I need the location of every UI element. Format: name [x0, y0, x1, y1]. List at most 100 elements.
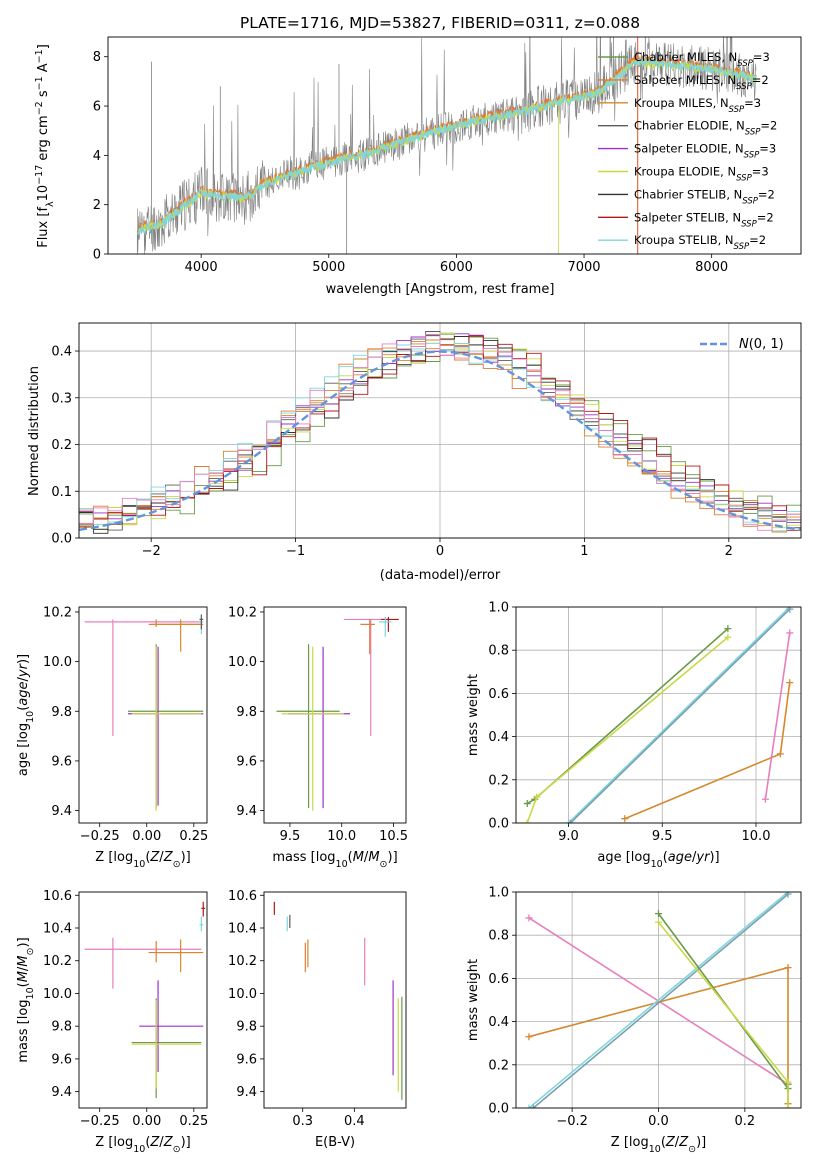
frame: −0.2 0.0 0.2 0.0 0.2 0.4 0.6 0.8 1.0	[488, 886, 802, 1129]
label-part: λ	[45, 201, 56, 207]
y-tick-label: 0.8	[488, 644, 509, 659]
point-marker	[784, 892, 792, 898]
legend-label-part: SSP	[736, 174, 752, 184]
legend-label: Chabrier STELIB, NSSP=2	[634, 187, 775, 206]
point-marker	[525, 1033, 533, 1041]
label-part: 10	[649, 1144, 661, 1155]
label-part: (	[661, 1135, 666, 1150]
legend-label: N(0, 1)	[739, 337, 784, 352]
y-tick-label: 2	[93, 198, 101, 213]
legend-label-part: =2	[758, 187, 775, 201]
x-tick-label: 10.0	[327, 829, 356, 844]
plot-body	[525, 892, 792, 1108]
y-axis-label: mass weight	[466, 959, 481, 1041]
label-part: (	[663, 850, 668, 865]
x-axis-label: age [log10(age/yr)]	[597, 850, 719, 870]
label-part: /	[16, 966, 31, 971]
series-line	[567, 607, 791, 823]
x-axis-label: (data-model)/error	[380, 568, 501, 583]
legend-label-part: N	[739, 337, 749, 352]
x-tick-label: −2	[142, 544, 161, 559]
error-cross	[139, 980, 204, 1072]
x-tick-label: 9.5	[280, 829, 301, 844]
y-tick-label: 0.0	[488, 817, 509, 832]
error-cross	[201, 901, 206, 917]
series-kroupa-elodie	[523, 633, 732, 823]
series-line	[528, 892, 789, 1108]
plot-area	[264, 607, 406, 823]
label-part: Z [log	[611, 1135, 649, 1150]
legend-label-part: SSP	[742, 196, 758, 206]
legend-label-part: Kroupa MILES, N	[634, 96, 729, 110]
x-tick-label: 9.0	[558, 829, 579, 844]
legend-label-part: =2	[749, 233, 766, 247]
panel-mass_vs_EBV: 0.3 0.4 9.4 9.6 9.8 10.0 10.2 10.4 10.6 E(B-V)	[228, 889, 407, 1150]
x-axis-label: mass [log10(M/M⊙)]	[272, 850, 397, 870]
legend-label: Chabrier MILES, NSSP=3	[634, 50, 770, 69]
label-part: Z	[678, 1135, 689, 1150]
label-part: −17	[34, 165, 45, 185]
frame: −0.25 0.00 0.25 9.4 9.6 9.8 10.0 10.2 10.4 10.6	[43, 889, 208, 1129]
label-part: (	[145, 850, 150, 865]
x-tick-label: 0.2	[735, 1114, 756, 1129]
error-cross	[360, 619, 375, 655]
point-marker	[786, 629, 794, 637]
series-line	[528, 917, 789, 1085]
legend-label-part: =2	[760, 119, 777, 133]
label-part: M	[16, 971, 31, 982]
frame: 4000 5000 6000 7000 8000 0 2 4 6 8	[93, 36, 802, 275]
label-part: )]	[181, 850, 191, 865]
frame: 0.3 0.4 9.4 9.6 9.8 10.0 10.2 10.4 10.6	[228, 889, 407, 1129]
label-part: 10	[133, 859, 145, 870]
axes-frame	[78, 606, 208, 824]
error-cross	[379, 616, 392, 637]
label-part: −2	[34, 101, 45, 115]
panel-massweight_vs_age: 9.0 9.5 10.0 0.0 0.2 0.4 0.6 0.8 1.0 age [log10(a…	[466, 601, 802, 870]
y-tick-label: 0	[93, 248, 101, 263]
point-marker	[724, 625, 732, 633]
point-marker	[761, 795, 769, 803]
label-part: /	[692, 850, 697, 865]
label-part: Z [log	[95, 1135, 133, 1150]
series-chabrier-stelib	[566, 607, 794, 823]
label-part: /	[159, 850, 164, 865]
point-marker	[566, 819, 574, 823]
label-part: (	[16, 982, 31, 987]
label-part: (	[145, 1135, 150, 1150]
y-tick-label: 9.8	[51, 705, 72, 720]
label-part: Z	[163, 1135, 174, 1150]
x-axis-label: wavelength [Angstrom, rest frame]	[326, 282, 555, 297]
x-tick-label: 10.5	[379, 829, 408, 844]
legend-label-part: Salpeter ELODIE, N	[634, 142, 744, 156]
label-part: Z	[149, 850, 160, 865]
y-tick-label: 10.2	[43, 954, 72, 969]
axes-frame	[263, 606, 407, 824]
y-tick-label: 0.2	[488, 1058, 509, 1073]
figure-title: PLATE=1716, MJD=53827, FIBERID=0311, z=0…	[240, 14, 640, 32]
observed-spectrum	[137, 37, 757, 254]
label-part: −1	[34, 49, 45, 63]
series-kroupa-elodie	[655, 918, 792, 1108]
plot-body	[523, 607, 794, 823]
label-part: M	[368, 850, 379, 865]
label-part: 10	[25, 987, 36, 999]
legend-label-part: SSP	[729, 105, 745, 115]
y-tick-label: 10.6	[228, 889, 257, 904]
label-part: age [log	[16, 723, 31, 776]
point-marker	[655, 918, 662, 926]
legend-label-part: =3	[752, 165, 769, 179]
y-axis-label: mass weight	[466, 674, 481, 756]
chart-panels: 4000 5000 6000 7000 8000 0 2 4 6 8 wavelength [Ang…	[16, 36, 802, 1155]
y-tick-label: 10.6	[43, 889, 72, 904]
label-part: 10	[133, 1144, 145, 1155]
x-tick-label: 8000	[695, 260, 728, 275]
error-cross	[381, 616, 399, 632]
y-axis-label: Flux [fλ10−17 erg cm−2 s−1 A−1]	[34, 44, 56, 248]
y-tick-label: 9.8	[236, 705, 257, 720]
y-tick-label: 9.4	[236, 804, 257, 819]
series-chabrier-miles	[523, 625, 732, 808]
x-axis-label: Z [log10(Z/Z⊙)]	[611, 1135, 706, 1155]
label-part: Z	[163, 850, 174, 865]
x-tick-label: 0.00	[132, 1114, 161, 1129]
label-part: /	[364, 850, 369, 865]
